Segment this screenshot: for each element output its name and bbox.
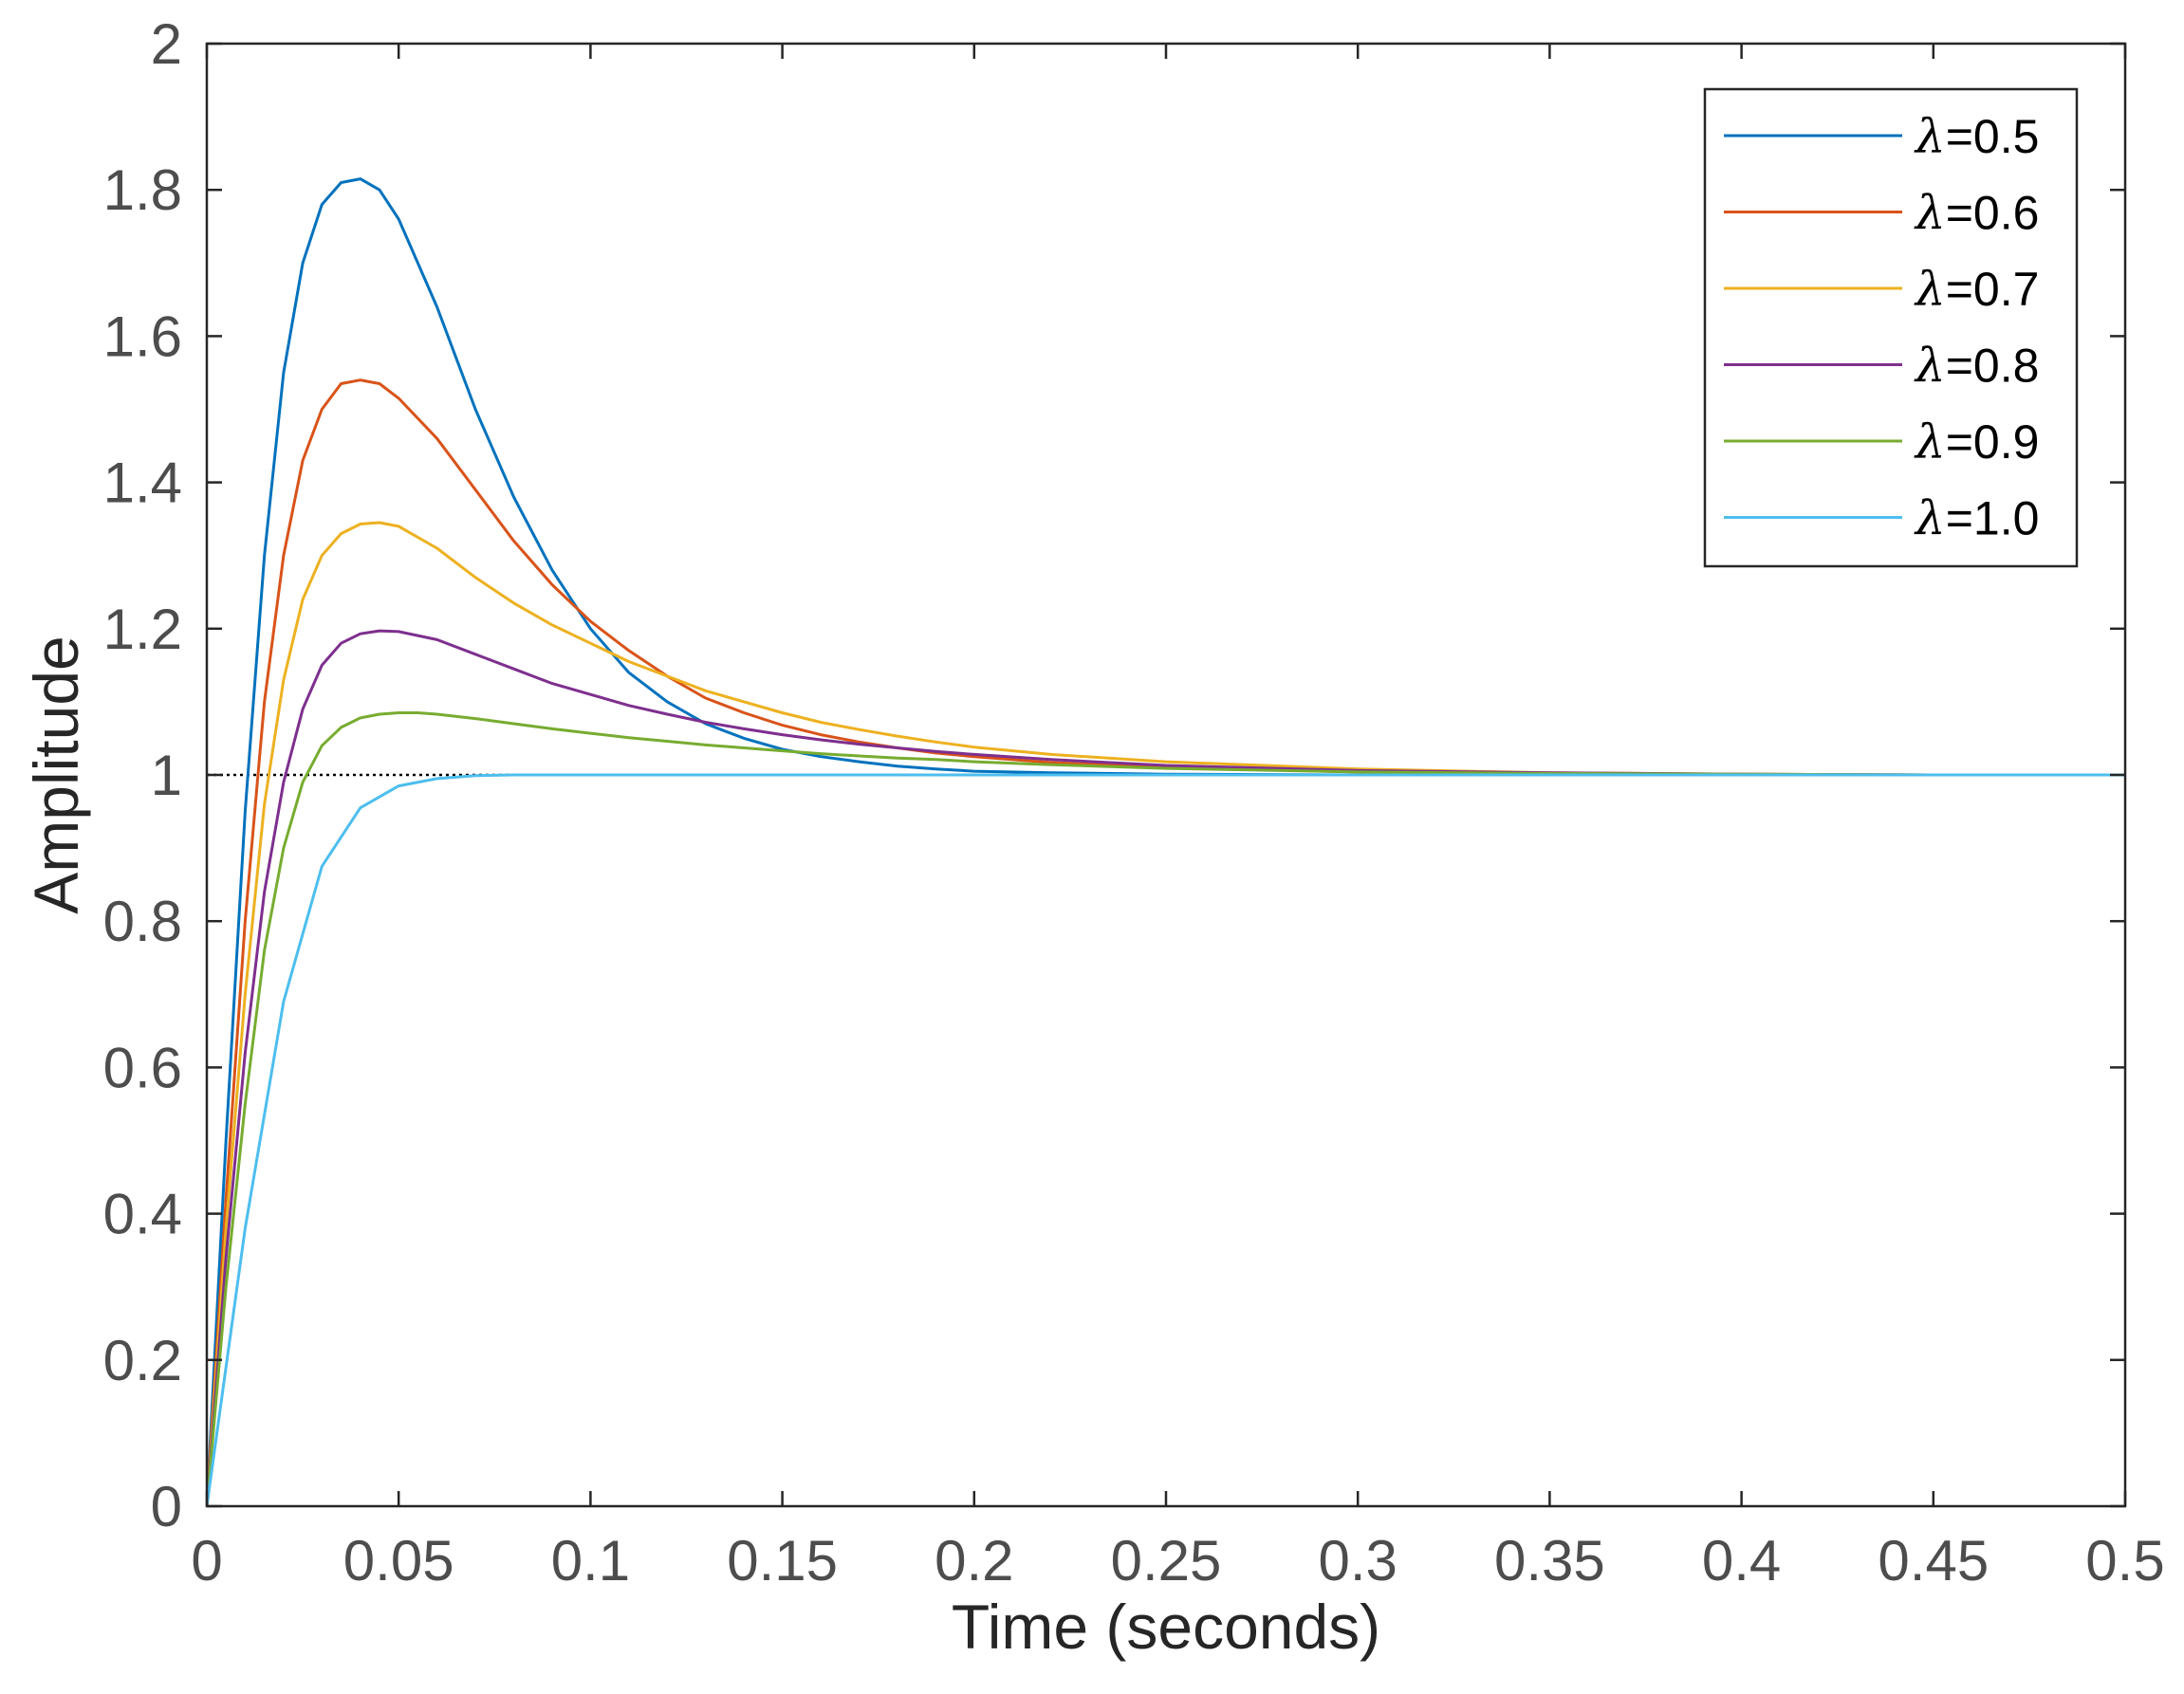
x-tick-label: 0.4 [1702,1529,1781,1593]
legend-label-symbol: λ [1914,414,1946,470]
legend-label-2: λ=0.6 [1914,186,2039,241]
series-line-4 [207,629,2125,1506]
legend-label-value: =0.9 [1946,415,2040,469]
legend-label-value: =0.6 [1946,187,2040,240]
y-tick-label: 0 [151,1475,182,1538]
legend-label-1: λ=0.5 [1914,109,2039,164]
x-tick-label: 0.3 [1318,1529,1397,1593]
series-group [207,177,2125,1506]
series-line-3 [207,521,2125,1506]
x-tick-label: 0.2 [935,1529,1013,1593]
legend-label-symbol: λ [1914,491,1946,546]
legend-label-symbol: λ [1914,339,1946,394]
legend-label-value: =0.5 [1946,110,2040,163]
y-tick-label: 1.4 [103,451,182,515]
y-tick-label: 0.2 [103,1329,182,1392]
legend: λ=0.5λ=0.6λ=0.7λ=0.8λ=0.9λ=1.0 [1703,87,2079,568]
legend-label-symbol: λ [1914,109,1946,164]
y-tick-label: 1.2 [103,598,182,661]
y-tick-label: 0.6 [103,1036,182,1099]
x-tick-label: 0.25 [1111,1529,1222,1593]
y-tick-label: 1 [151,744,182,807]
series-line-5 [207,711,2125,1506]
legend-label-6: λ=1.0 [1914,491,2039,546]
legend-label-3: λ=0.7 [1914,262,2039,317]
axes: 0 0.05 0.1 0.15 0.2 0.25 0.3 0.35 0.4 0.45 0.5 0 0.2… [21,12,2165,1662]
x-tick-label: 0.05 [343,1529,454,1593]
legend-label-symbol: λ [1914,262,1946,317]
x-tick-label: 0.45 [1878,1529,1989,1593]
legend-label-value: =0.7 [1946,263,2040,316]
legend-label-5: λ=0.9 [1914,414,2039,470]
y-axis-title: Amplitude [21,635,91,914]
x-tick-label: 0.5 [2085,1529,2164,1593]
x-tick-label: 0 [191,1529,222,1593]
y-tick-label: 1.6 [103,304,182,368]
x-tick-label: 0.15 [727,1529,838,1593]
legend-label-value: =1.0 [1946,492,2040,545]
y-tick-label: 2 [151,12,182,76]
y-tick-label: 0.4 [103,1183,182,1246]
legend-label-4: λ=0.8 [1914,339,2039,394]
x-tick-label: 0.35 [1494,1529,1605,1593]
y-tick-label: 0.8 [103,890,182,953]
legend-label-symbol: λ [1914,186,1946,241]
series-line-6 [207,773,2125,1506]
y-tick-label: 1.8 [103,158,182,222]
x-tick-label: 0.1 [551,1529,630,1593]
legend-label-value: =0.8 [1946,340,2040,393]
legend-box [1703,87,2079,568]
x-axis-title: Time (seconds) [952,1592,1380,1662]
